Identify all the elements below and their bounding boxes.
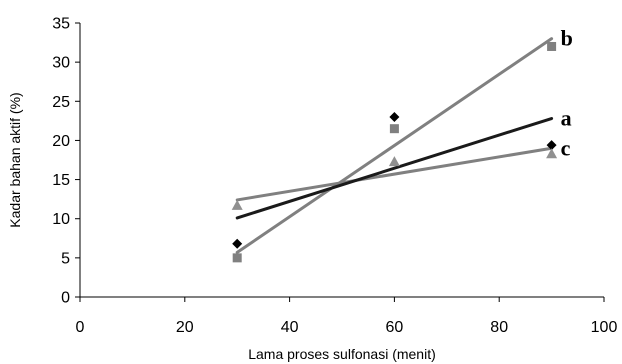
x-tick-label: 60 bbox=[386, 319, 404, 336]
point-b bbox=[547, 41, 557, 51]
point-c bbox=[231, 199, 243, 210]
trendline-c bbox=[235, 146, 554, 202]
y-tick-label: 10 bbox=[52, 211, 70, 228]
y-tick-label: 25 bbox=[52, 94, 70, 111]
series-label-c: c bbox=[561, 135, 571, 160]
point-c bbox=[546, 148, 558, 159]
y-tick-label: 20 bbox=[52, 133, 70, 150]
trendlines bbox=[235, 37, 554, 254]
y-tick-label: 30 bbox=[52, 55, 70, 72]
y-tick-label: 5 bbox=[61, 250, 70, 267]
x-tick-label: 40 bbox=[281, 319, 299, 336]
x-tick-label: 20 bbox=[176, 319, 194, 336]
y-tick-label: 0 bbox=[61, 290, 70, 307]
point-a bbox=[389, 111, 400, 122]
trendline-b bbox=[235, 37, 554, 254]
y-tick-label: 15 bbox=[52, 172, 70, 189]
point-a bbox=[232, 238, 243, 249]
point-b bbox=[232, 253, 242, 263]
y-axis-label: Kadar bahan aktif (%) bbox=[7, 92, 23, 227]
point-a bbox=[546, 140, 557, 151]
markers bbox=[231, 41, 558, 263]
x-axis-label: Lama proses sulfonasi (menit) bbox=[248, 346, 436, 362]
series-label-a: a bbox=[561, 106, 572, 131]
series-label-b: b bbox=[561, 26, 573, 51]
x-axis-ticks: 0 20 40 60 80 100 bbox=[76, 297, 618, 336]
x-tick-label: 80 bbox=[490, 319, 508, 336]
trendline-a bbox=[235, 117, 554, 220]
x-tick-label: 0 bbox=[76, 319, 85, 336]
series-labels: a b c bbox=[561, 26, 573, 161]
point-b bbox=[389, 124, 399, 134]
axes bbox=[79, 23, 604, 298]
x-tick-label: 100 bbox=[591, 319, 618, 336]
y-tick-label: 35 bbox=[52, 16, 70, 33]
y-axis-ticks: 0 5 10 15 20 25 30 35 bbox=[52, 16, 80, 307]
point-c bbox=[388, 156, 400, 167]
